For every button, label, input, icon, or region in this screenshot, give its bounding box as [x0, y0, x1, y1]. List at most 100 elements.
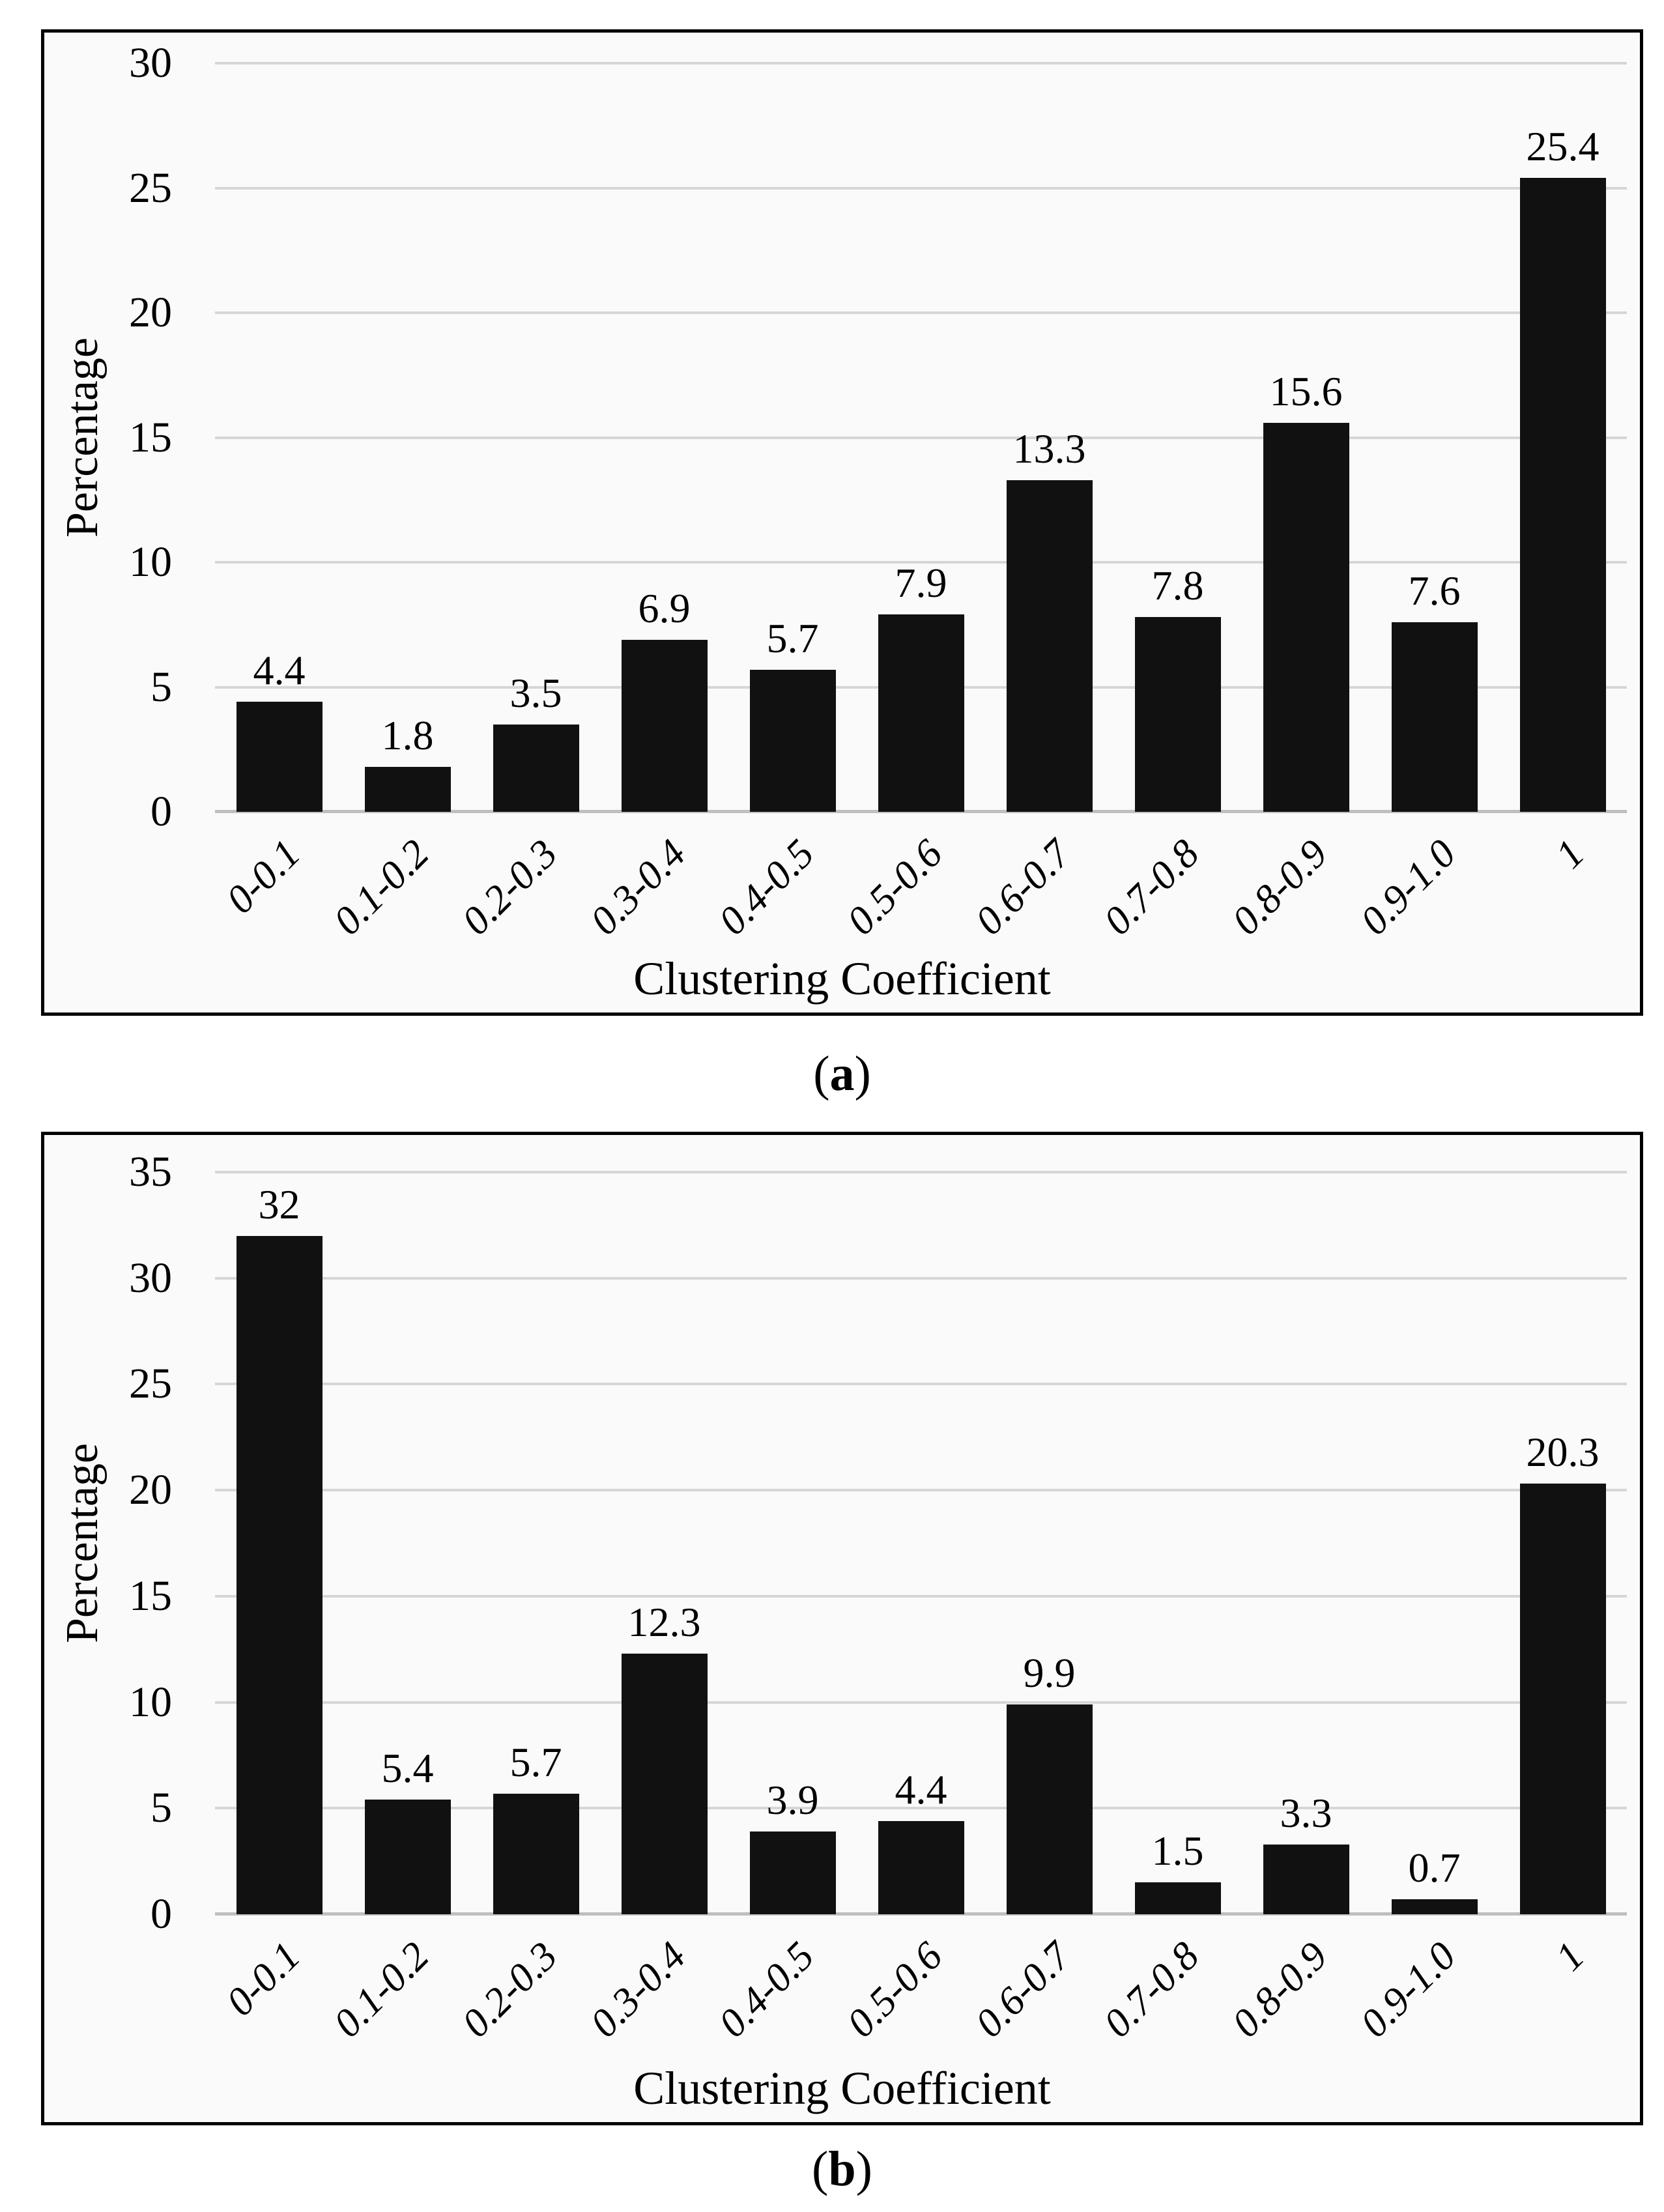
- bar: [878, 1820, 964, 1914]
- bar: [364, 1800, 451, 1914]
- y-tick-label: 30: [129, 39, 172, 87]
- x-tick-label: 1: [1547, 1933, 1593, 1979]
- bar: [1134, 1882, 1221, 1914]
- x-tick-label: 0-0.1: [218, 1933, 309, 2025]
- y-tick-label: 30: [129, 1254, 172, 1302]
- x-tick-label: 0.8-0.9: [1224, 1933, 1336, 2047]
- x-tick-label: 0-0.1: [218, 831, 309, 923]
- bar-value-label: 0.7: [1408, 1845, 1461, 1891]
- gridline: [215, 1594, 1627, 1598]
- gridline: [215, 62, 1627, 65]
- bar-value-label: 15.6: [1269, 367, 1343, 414]
- y-tick-label: 20: [129, 289, 172, 336]
- bar: [621, 1653, 708, 1914]
- y-tick-label: 10: [129, 538, 172, 586]
- chart-panel-a: Percentage 0 5 10 15 20 25 30 4.4 0-0.1 1.8 0.1-0.…: [41, 29, 1643, 1016]
- y-tick-label: 20: [129, 1466, 172, 1514]
- bar-value-label: 20.3: [1526, 1429, 1599, 1476]
- x-tick-label: 0.5-0.6: [839, 1933, 951, 2047]
- bar-value-label: 25.4: [1526, 123, 1599, 170]
- x-tick-label: 0.4-0.5: [710, 1933, 823, 2047]
- bar: [1134, 617, 1221, 812]
- bar: [1519, 1484, 1606, 1914]
- y-tick-label: 10: [129, 1678, 172, 1726]
- bar: [1263, 422, 1349, 812]
- bar: [493, 724, 579, 812]
- bar-value-label: 4.4: [253, 647, 306, 694]
- x-tick-label: 0.9-1.0: [1352, 831, 1465, 944]
- bar-value-label: 3.3: [1280, 1789, 1332, 1836]
- bar-value-label: 5.7: [766, 614, 819, 661]
- x-tick-label: 0.8-0.9: [1224, 831, 1336, 944]
- bar-value-label: 4.4: [895, 1766, 947, 1813]
- y-tick-label: 15: [129, 413, 172, 461]
- gridline: [215, 1276, 1627, 1280]
- y-tick-label: 5: [151, 663, 172, 711]
- bar-value-label: 1.8: [381, 712, 434, 759]
- bar: [621, 639, 708, 812]
- x-tick-label: 0.2-0.3: [453, 831, 566, 944]
- bar: [364, 767, 451, 812]
- bar: [749, 1831, 836, 1914]
- x-tick-label: 0.2-0.3: [453, 1933, 566, 2047]
- x-tick-label: 0.6-0.7: [967, 1933, 1080, 2047]
- bar-value-label: 32: [258, 1181, 300, 1228]
- bar: [1006, 1704, 1093, 1914]
- x-tick-label: 0.4-0.5: [710, 831, 823, 944]
- gridline: [215, 436, 1627, 439]
- chart-panel-b: Percentage 0 5 10 15 20 25 30 35 32 0-0.1 5.4 0.1-0…: [41, 1132, 1643, 2125]
- figure-caption-a: (a): [41, 1016, 1643, 1132]
- bar: [1519, 178, 1606, 812]
- figure-caption-b: (b): [41, 2125, 1643, 2212]
- caption-paren: (: [813, 1046, 830, 1101]
- bar-value-label: 5.7: [509, 1738, 562, 1785]
- x-tick-label: 0.6-0.7: [967, 831, 1080, 944]
- bar: [1391, 1899, 1478, 1914]
- y-tick-label: 5: [151, 1784, 172, 1832]
- bar-value-label: 7.9: [895, 560, 947, 607]
- x-tick-label: 0.3-0.4: [582, 1933, 695, 2047]
- bar: [493, 1793, 579, 1914]
- y-tick-label: 35: [129, 1148, 172, 1196]
- bar: [1263, 1844, 1349, 1914]
- bar: [236, 1235, 323, 1914]
- bar: [1391, 622, 1478, 812]
- gridline: [215, 1171, 1627, 1173]
- x-tick-label: 0.7-0.8: [1095, 1933, 1208, 2047]
- bar-value-label: 7.6: [1408, 567, 1461, 614]
- bar: [878, 614, 964, 812]
- y-tick-label: 15: [129, 1572, 172, 1620]
- x-tick-label: 1: [1547, 831, 1593, 877]
- caption-letter: a: [829, 1046, 855, 1101]
- x-tick-label: 0.1-0.2: [325, 831, 438, 944]
- y-tick-label: 25: [129, 164, 172, 212]
- caption-paren: ): [854, 1046, 871, 1101]
- gridline: [215, 561, 1627, 564]
- bar-value-label: 5.4: [381, 1745, 434, 1792]
- bar: [1006, 480, 1093, 812]
- gridline: [215, 1807, 1627, 1810]
- bar-value-label: 12.3: [627, 1598, 701, 1645]
- y-tick-label: 0: [151, 1890, 172, 1938]
- bar-value-label: 3.5: [509, 669, 562, 716]
- y-tick-label: 0: [151, 788, 172, 835]
- x-tick-label: 0.1-0.2: [325, 1933, 438, 2047]
- gridline: [215, 186, 1627, 190]
- bar-value-label: 9.9: [1023, 1649, 1076, 1696]
- bar-value-label: 6.9: [638, 584, 691, 631]
- gridline: [215, 1489, 1627, 1492]
- y-axis-title: Percentage: [57, 337, 108, 538]
- y-axis-title: Percentage: [57, 1443, 108, 1644]
- x-tick-label: 0.3-0.4: [582, 831, 695, 944]
- bar-value-label: 1.5: [1151, 1828, 1204, 1874]
- bar: [749, 669, 836, 812]
- bar-value-label: 3.9: [766, 1777, 819, 1824]
- x-axis-title: Clustering Coefficient: [633, 953, 1051, 1005]
- bar: [236, 702, 323, 812]
- caption-letter: b: [828, 2141, 856, 2196]
- caption-paren: (: [812, 2141, 829, 2196]
- plot-area: 0 5 10 15 20 25 30 35 32 0-0.1 5.4 0.1-0.2 5.7 0.2-0.…: [129, 1151, 1627, 2046]
- plot-area: 0 5 10 15 20 25 30 4.4 0-0.1 1.8 0.1-0.2 3.5 0.2-0.3…: [129, 42, 1627, 943]
- x-axis-title: Clustering Coefficient: [633, 2062, 1051, 2114]
